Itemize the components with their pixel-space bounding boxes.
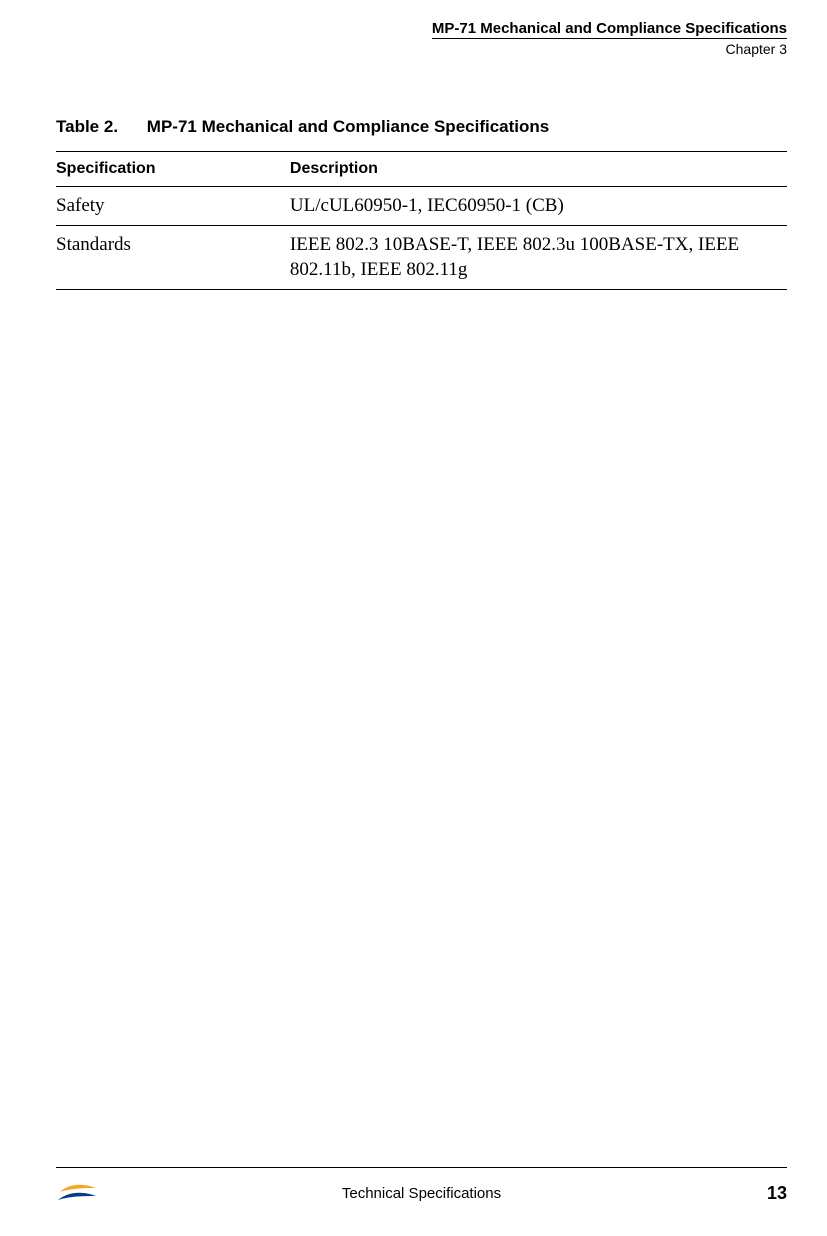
page: MP-71 Mechanical and Compliance Specific… xyxy=(0,0,827,1236)
cell-desc: IEEE 802.3 10BASE-T, IEEE 802.3u 100BASE… xyxy=(290,225,787,289)
cell-desc: UL/cUL60950-1, IEC60950-1 (CB) xyxy=(290,187,787,226)
col-header-description: Description xyxy=(290,152,787,187)
table-row: Standards IEEE 802.3 10BASE-T, IEEE 802.… xyxy=(56,225,787,289)
header-chapter: Chapter 3 xyxy=(56,41,787,57)
footer-center-text: Technical Specifications xyxy=(98,1185,745,1202)
brand-swoosh-icon xyxy=(56,1178,98,1208)
page-header: MP-71 Mechanical and Compliance Specific… xyxy=(56,20,787,57)
spec-table: Specification Description Safety UL/cUL6… xyxy=(56,151,787,290)
table-caption: Table 2. MP-71 Mechanical and Compliance… xyxy=(56,117,787,137)
header-title: MP-71 Mechanical and Compliance Specific… xyxy=(432,20,787,39)
table-caption-label: Table 2. xyxy=(56,117,118,137)
table-row: Safety UL/cUL60950-1, IEC60950-1 (CB) xyxy=(56,187,787,226)
cell-spec: Safety xyxy=(56,187,290,226)
cell-spec: Standards xyxy=(56,225,290,289)
table-caption-title: MP-71 Mechanical and Compliance Specific… xyxy=(147,117,549,136)
table-header-row: Specification Description xyxy=(56,152,787,187)
page-footer: Technical Specifications 13 xyxy=(56,1167,787,1208)
col-header-specification: Specification xyxy=(56,152,290,187)
page-number: 13 xyxy=(745,1183,787,1204)
